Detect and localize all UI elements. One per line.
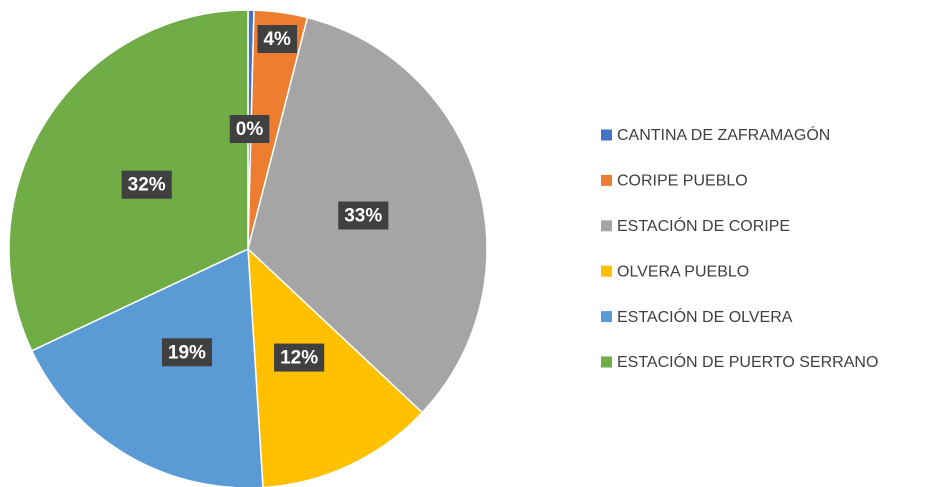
legend-label: ESTACIÓN DE CORIPE [617, 216, 790, 235]
legend-label: CANTINA DE ZAFRAMAGÓN [617, 125, 830, 144]
legend-swatch [601, 356, 612, 368]
data-label: 12% [274, 343, 325, 372]
legend-label: ESTACIÓN DE OLVERA [617, 307, 793, 326]
legend-label: CORIPE PUEBLO [617, 173, 748, 190]
legend-label: ESTACIÓN DE PUERTO SERRANO [617, 352, 878, 371]
pie-slice [30, 247, 264, 487]
data-label-text: 32% [128, 175, 166, 196]
legend-swatch [601, 265, 612, 277]
data-label: 19% [161, 338, 213, 367]
data-label: 0% [229, 115, 270, 144]
data-label-text: 19% [168, 342, 206, 363]
pie-slice [247, 247, 424, 487]
data-label-box [257, 25, 298, 54]
data-label-text: 4% [263, 29, 291, 50]
data-label: 33% [338, 201, 389, 230]
data-label-box [229, 115, 270, 144]
legend-swatch [601, 174, 612, 186]
data-label-text: 33% [344, 206, 382, 227]
legend-label: OLVERA PUEBLO [617, 263, 749, 280]
data-label-text: 12% [280, 348, 318, 369]
legend-swatch [601, 220, 612, 232]
data-label-box [338, 201, 389, 230]
data-label: 4% [257, 25, 298, 54]
data-label-box [161, 338, 213, 367]
data-label-box [274, 343, 325, 372]
legend-swatch [601, 311, 612, 323]
data-label-text: 0% [236, 119, 264, 140]
legend-swatch [601, 129, 612, 141]
data-label-box [121, 170, 172, 199]
data-label: 32% [121, 170, 172, 199]
